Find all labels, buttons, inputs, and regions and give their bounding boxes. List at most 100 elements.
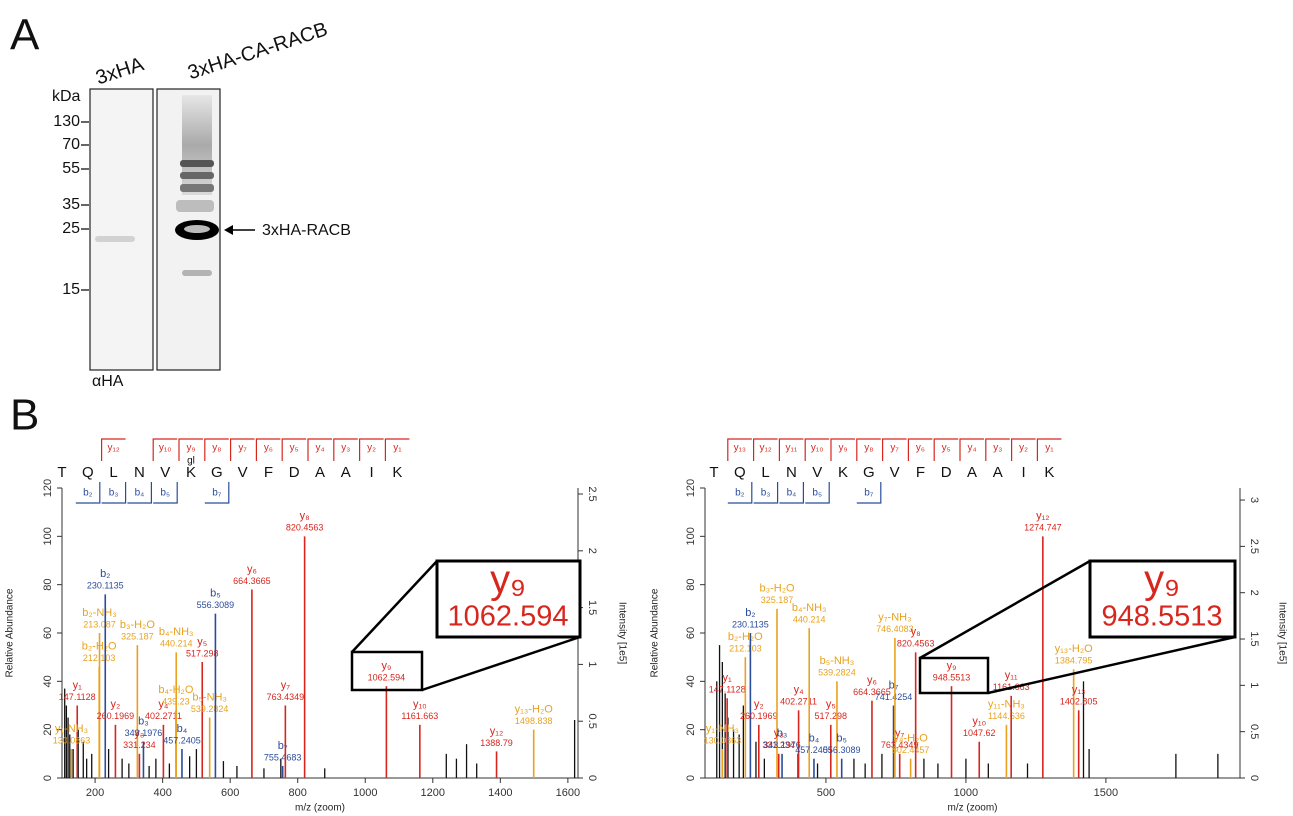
peak-ion-label: b₃ xyxy=(777,728,788,740)
peak-ion-label: y₉ xyxy=(381,660,391,672)
peak-ion-label: y₇ xyxy=(281,679,291,691)
peak-mz-label: 556.3089 xyxy=(197,600,235,610)
peak-ion-label: y₁₃-H₂O xyxy=(515,704,554,716)
band xyxy=(180,184,214,192)
y-ion-label: y₅ xyxy=(942,443,951,454)
x-axis-title: m/z (zoom) xyxy=(295,803,345,814)
peak-ion-label: y₁₂ xyxy=(1036,510,1049,522)
peak-ion-label: b₄-NH₃ xyxy=(159,626,194,638)
unit-label: kDa xyxy=(52,88,81,105)
y2-tick-label: 0 xyxy=(586,775,598,781)
residue: F xyxy=(264,464,273,481)
body: { "panel_a": { "label": "A", "lanes": ["… xyxy=(0,0,1293,816)
zoom-mz: 1062.594 xyxy=(448,601,569,633)
peak-mz-label: 755.4683 xyxy=(264,752,302,762)
peak-ion-label: y₅ xyxy=(826,699,836,711)
peak-mz-label: 1047.62 xyxy=(963,728,996,738)
marker-label: 130 xyxy=(53,113,80,130)
modification-label: gl xyxy=(187,456,195,467)
peak-mz-label: 230.1135 xyxy=(732,619,769,629)
x-tick-label: 500 xyxy=(817,787,835,799)
y-ion-label: y₅ xyxy=(290,443,299,454)
y2-tick-label: 2.5 xyxy=(586,486,598,501)
peak-ion-label: b₄ xyxy=(809,733,820,745)
peak-ion-label: y₁₃ xyxy=(1072,684,1086,696)
y-ion-label: y₆ xyxy=(916,443,925,454)
residue: D xyxy=(941,464,952,481)
zoom-ion: y₉ xyxy=(1144,558,1180,602)
x-tick-label: 1400 xyxy=(488,787,512,799)
x-tick-label: 600 xyxy=(221,787,239,799)
b-ion-label: b₅ xyxy=(812,488,822,499)
residue: V xyxy=(238,464,248,481)
residue: G xyxy=(863,464,875,481)
peak-ion-label: y₁₁ xyxy=(1005,670,1018,682)
peak-ion-label: b₂ xyxy=(745,607,755,619)
peak-ion-label: y₁ xyxy=(723,672,733,684)
residue: A xyxy=(993,464,1003,481)
y2-tick-label: 2 xyxy=(1248,590,1260,596)
peak-ion-label: y₅ xyxy=(197,636,207,648)
x-tick-label: 1200 xyxy=(421,787,445,799)
peak-ion-label: b₅-NH₃ xyxy=(820,655,855,667)
y-tick-label: 120 xyxy=(685,479,697,497)
zoom-line xyxy=(988,637,1235,693)
y-tick-label: 0 xyxy=(42,775,54,781)
y2-tick-label: 2.5 xyxy=(1248,539,1260,554)
residue: V xyxy=(160,464,170,481)
peak-ion-label: y₂ xyxy=(754,699,764,711)
peak-mz-label: 147.1128 xyxy=(59,692,96,702)
residue: V xyxy=(812,464,822,481)
peak-ion-label: y₈ xyxy=(911,626,921,638)
peak-mz-label: 343.1976 xyxy=(125,728,163,738)
y-ion-label: y₈ xyxy=(864,443,873,454)
peak-mz-label: 802.4457 xyxy=(892,745,930,755)
residue: V xyxy=(890,464,900,481)
residue: D xyxy=(289,464,300,481)
residue: T xyxy=(57,464,66,481)
peak-mz-label: 213.087 xyxy=(83,619,116,629)
peak-ion-label: y₆ xyxy=(867,675,877,687)
peak-mz-label: 820.4563 xyxy=(286,523,324,533)
blot-lane xyxy=(90,89,153,370)
x-tick-label: 1000 xyxy=(954,787,978,799)
peak-mz-label: 212.103 xyxy=(729,644,762,654)
peak-ion-label: y₉ xyxy=(947,660,957,672)
peak-mz-label: 517.298 xyxy=(186,648,219,658)
b-ion-label: b₂ xyxy=(735,488,745,499)
zoom-ion: y₉ xyxy=(490,558,526,602)
y-ion-label: y₈ xyxy=(212,443,221,454)
residue: A xyxy=(341,464,351,481)
residue: G xyxy=(211,464,223,481)
y-tick-label: 60 xyxy=(685,627,697,639)
peak-mz-label: 1161.663 xyxy=(401,711,438,721)
y2-tick-label: 0 xyxy=(1248,775,1260,781)
residue: I xyxy=(1022,464,1026,481)
peak-ion-label: y₁₃-H₂O xyxy=(1055,643,1094,655)
residue: K xyxy=(838,464,848,481)
y-ion-label: y₃ xyxy=(993,443,1002,454)
peak-ion-label: b₂-H₂O xyxy=(728,631,763,643)
peak-mz-label: 325.187 xyxy=(121,631,154,641)
peak-mz-label: 517.298 xyxy=(815,711,848,721)
y-ion-label: y₁₃ xyxy=(734,443,746,454)
residue: L xyxy=(761,464,769,481)
peak-ion-label: y₁-NH₃ xyxy=(55,723,88,735)
y-tick-label: 0 xyxy=(685,775,697,781)
y2-tick-label: 0.5 xyxy=(586,714,598,729)
peak-mz-label: 539.2824 xyxy=(818,668,856,678)
b-ion-label: b₇ xyxy=(212,488,222,499)
peak-mz-label: 664.3665 xyxy=(233,576,271,586)
residue: K xyxy=(392,464,402,481)
x-axis-title: m/z (zoom) xyxy=(948,803,998,814)
y2-tick-label: 0.5 xyxy=(1248,724,1260,739)
peak-ion-label: b₂-NH₃ xyxy=(82,607,116,619)
residue: N xyxy=(134,464,145,481)
y-tick-label: 20 xyxy=(42,724,54,736)
y2-tick-label: 3 xyxy=(1248,497,1260,503)
peak-ion-label: y₇-NH₃ xyxy=(878,612,911,624)
marker-label: 25 xyxy=(62,220,80,237)
peak-ion-label: b₇ xyxy=(278,740,288,752)
band xyxy=(176,200,214,212)
